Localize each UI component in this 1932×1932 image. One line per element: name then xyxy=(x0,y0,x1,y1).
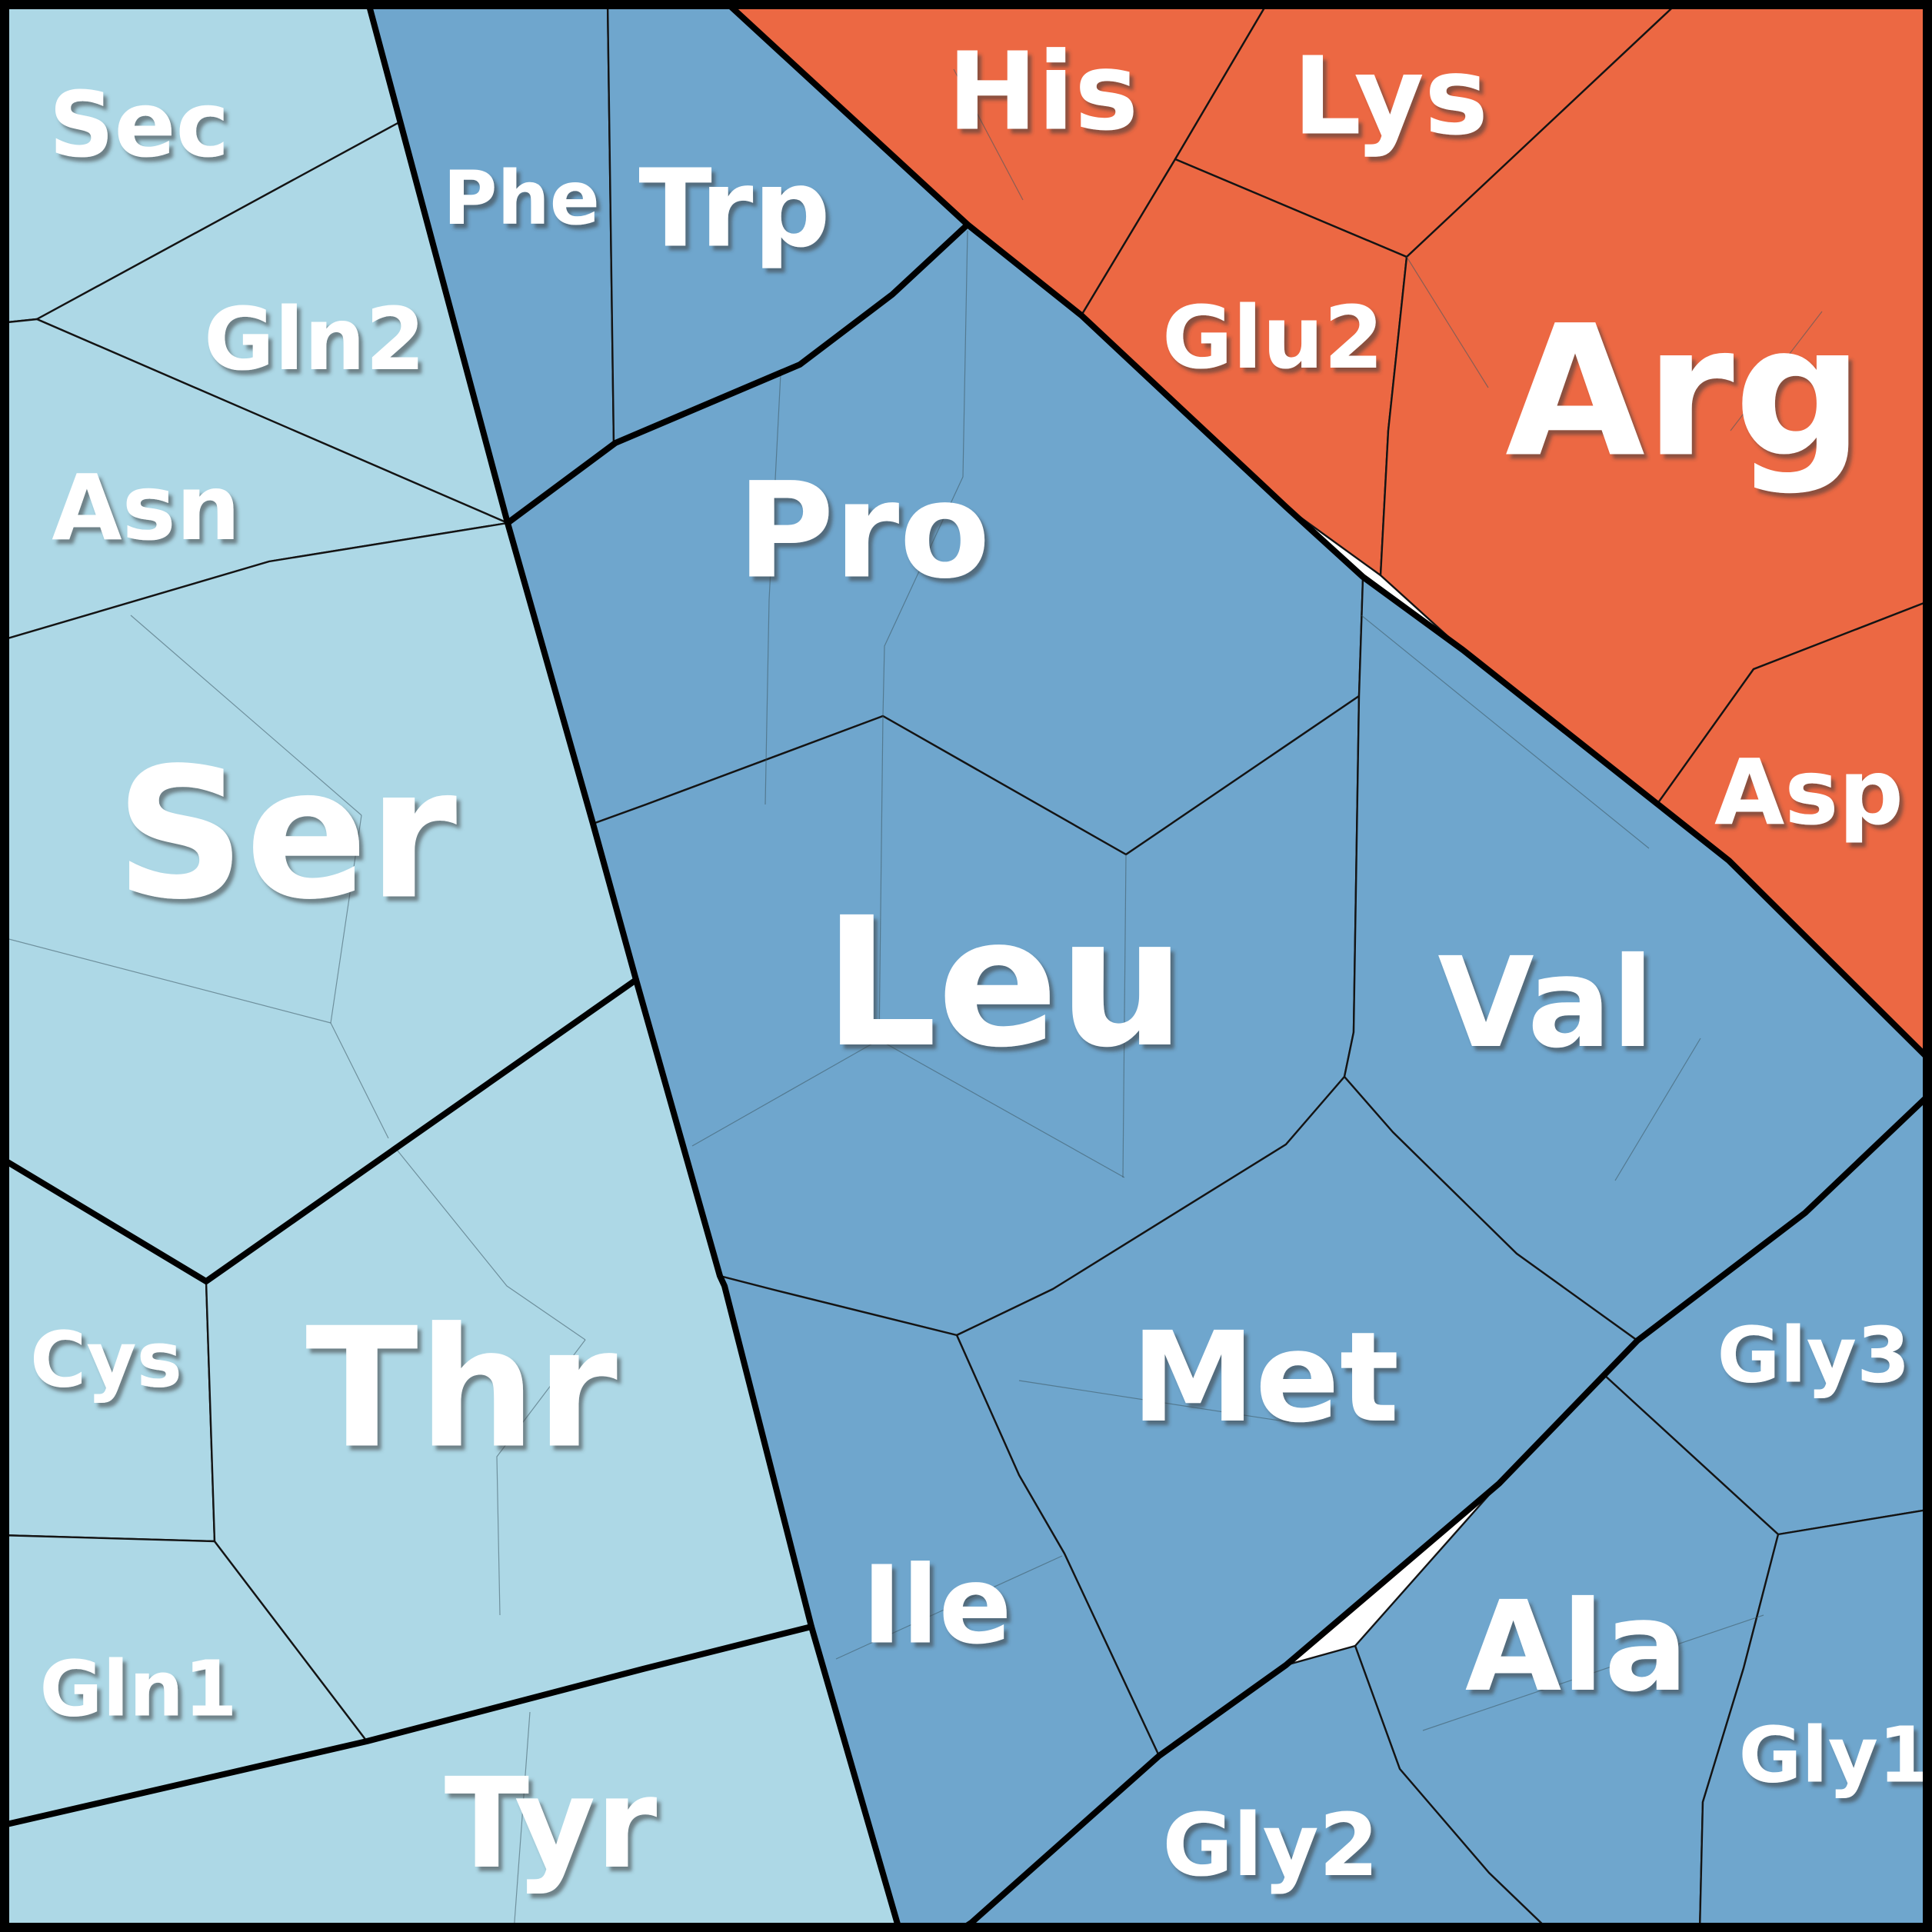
codon-line-Ser xyxy=(0,936,331,1024)
block-separator-orange-boundary xyxy=(721,0,1932,1065)
codon-line-Thr xyxy=(393,1145,586,1341)
codon-line-Leu xyxy=(691,1039,880,1147)
codon-line-Leu xyxy=(1122,854,1127,1178)
codon-lines-layer xyxy=(0,68,1823,1932)
codon-line-His xyxy=(953,68,1024,201)
codon-line-Ala xyxy=(1422,1614,1764,1731)
block-separator-ser-block xyxy=(0,977,639,1284)
codon-line-Met xyxy=(1018,1380,1290,1423)
cell-Gly1 xyxy=(1698,1507,1932,1932)
codon-line-Leu xyxy=(878,1039,1125,1178)
block-separator-phe-trp-block xyxy=(505,222,971,526)
cell-Ala xyxy=(1354,1373,1780,1932)
codon-line-Ser xyxy=(130,615,362,816)
codon-line-Arg xyxy=(1406,256,1489,388)
codon-line-Leu xyxy=(878,715,884,1041)
codon-line-Pro xyxy=(882,230,968,717)
codon-line-Val xyxy=(1361,615,1650,849)
block-separator-tyr-block xyxy=(0,1624,814,1829)
codon-line-Arg xyxy=(1730,311,1823,431)
block-separator-ala-gly-block xyxy=(954,1089,1932,1932)
block-separator-light-mid-boundary xyxy=(365,0,903,1932)
codon-line-Tyr xyxy=(513,1711,531,1932)
codon-line-Thr xyxy=(496,1339,586,1616)
codon-line-Pro xyxy=(764,373,781,805)
codon-line-Ile xyxy=(835,1555,1063,1660)
codon-line-Val xyxy=(1614,1038,1701,1181)
